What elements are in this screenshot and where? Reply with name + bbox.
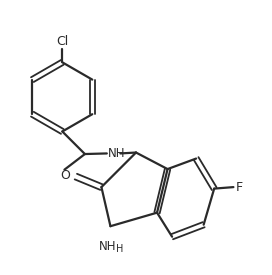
Text: NH: NH [99,240,116,253]
Text: F: F [236,181,243,194]
Text: H: H [116,244,124,254]
Text: Cl: Cl [56,35,69,48]
Text: NH: NH [108,147,126,160]
Text: O: O [61,169,70,183]
